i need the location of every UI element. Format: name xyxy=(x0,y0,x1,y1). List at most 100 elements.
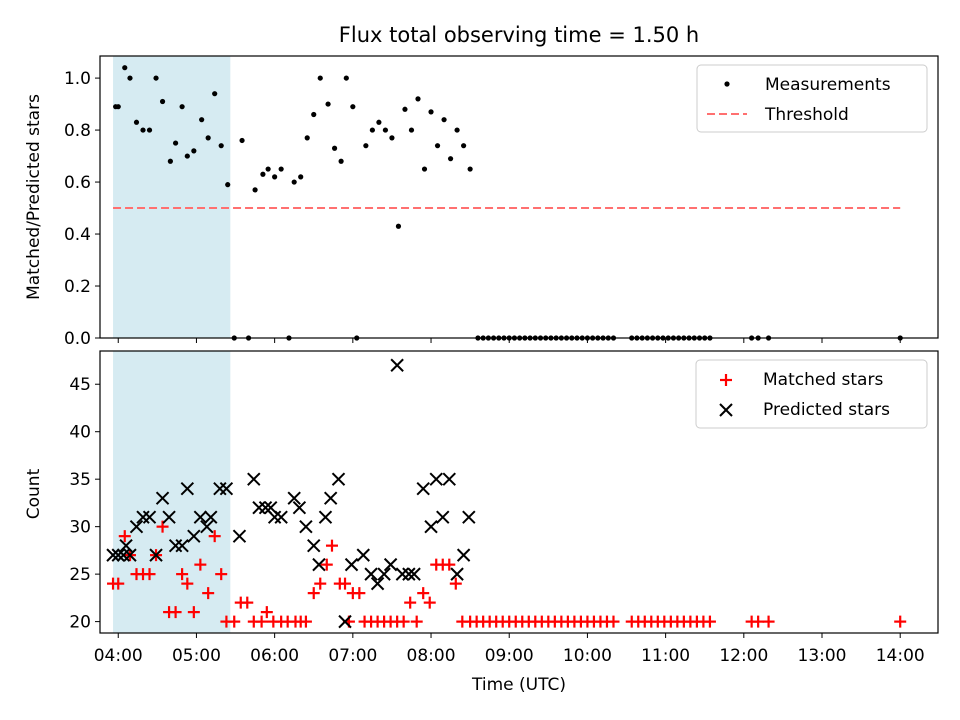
measurement-point xyxy=(304,135,310,141)
legend-matched-label: Matched stars xyxy=(763,370,883,390)
predicted-star-point xyxy=(267,510,282,524)
measurement-point xyxy=(212,91,218,97)
bottom-x-ticks: 04:00 05:00 06:00 07:00 08:00 09:00 10:00 11:00… xyxy=(94,633,925,666)
predicted-star-point xyxy=(395,567,410,581)
matched-star-point xyxy=(202,587,215,600)
x-tick-label: 06:00 xyxy=(250,646,299,666)
measurement-point xyxy=(441,117,447,123)
bottom-y-ticks: 20 25 30 35 40 45 xyxy=(69,375,100,633)
measurement-point xyxy=(127,75,133,81)
bottom-legend: Matched stars Predicted stars xyxy=(695,359,928,429)
matched-star-point xyxy=(176,568,189,581)
measurement-point xyxy=(395,223,402,229)
legend-predicted-label: Predicted stars xyxy=(763,400,890,420)
measurement-point xyxy=(447,156,454,162)
predicted-star-point xyxy=(287,491,301,505)
matched-star-point xyxy=(397,615,410,628)
measurement-point xyxy=(363,143,369,149)
measurement-point xyxy=(265,166,271,172)
predicted-star-point xyxy=(247,472,261,486)
matched-star-point xyxy=(423,596,436,609)
measurement-point xyxy=(172,140,179,146)
predicted-star-point xyxy=(168,538,183,553)
y-tick-label: 30 xyxy=(69,518,91,538)
predicted-star-point xyxy=(129,519,144,534)
measurement-point xyxy=(343,75,349,81)
matched-star-point xyxy=(169,606,182,619)
predicted-star-point xyxy=(252,500,266,515)
x-tick-label: 14:00 xyxy=(876,646,925,666)
matched-star-point xyxy=(894,615,907,628)
predicted-star-point xyxy=(323,491,338,505)
bottom-y-axis-label: Count xyxy=(24,468,44,519)
measurement-point xyxy=(184,153,190,159)
measurement-point xyxy=(115,104,121,110)
matched-star-point xyxy=(320,558,333,571)
measurement-point xyxy=(369,127,375,133)
y-tick-label: 25 xyxy=(69,565,91,585)
measurement-point xyxy=(408,127,415,133)
y-tick-label: 1.0 xyxy=(64,69,91,89)
top-legend-box xyxy=(696,64,928,133)
measurement-point xyxy=(272,174,278,180)
predicted-star-point xyxy=(331,472,346,486)
matched-star-point xyxy=(762,615,775,628)
x-tick-label: 10:00 xyxy=(563,646,612,666)
predicted-star-point xyxy=(424,519,438,534)
measurement-point xyxy=(159,98,166,105)
matched-star-point xyxy=(353,587,366,600)
x-tick-label: 08:00 xyxy=(407,646,456,666)
measurement-point xyxy=(179,104,185,110)
measurement-point xyxy=(122,65,128,71)
x-tick-label: 12:00 xyxy=(719,646,768,666)
legend-measurements-label: Measurements xyxy=(765,75,891,95)
predicted-star-point xyxy=(462,510,476,524)
matched-star-point xyxy=(118,530,131,543)
y-tick-label: 0.4 xyxy=(64,225,91,245)
predicted-star-point xyxy=(213,481,227,496)
predicted-star-point xyxy=(312,557,326,572)
measurement-point xyxy=(434,143,441,149)
matched-star-point xyxy=(112,577,125,590)
y-tick-label: 0.6 xyxy=(64,173,91,193)
predicted-star-point xyxy=(442,472,456,486)
top-y-ticks: 0.0 0.2 0.4 0.6 0.8 1.0 xyxy=(64,69,100,349)
predicted-star-point xyxy=(232,529,247,543)
x-tick-label: 13:00 xyxy=(798,646,847,666)
bottom-shaded-region xyxy=(113,351,231,633)
top-legend: Measurements Threshold xyxy=(696,64,928,133)
matched-star-point xyxy=(255,615,268,628)
predicted-star-point xyxy=(456,548,471,562)
measurement-point xyxy=(350,104,356,110)
predicted-star-point xyxy=(416,481,430,496)
predicted-star-point xyxy=(450,567,464,581)
measurement-point xyxy=(325,101,331,107)
measurement-point xyxy=(260,171,266,177)
matched-star-point xyxy=(314,577,327,590)
legend-matched-marker xyxy=(720,374,732,386)
y-tick-label: 0.0 xyxy=(64,329,91,349)
measurement-point xyxy=(389,135,395,141)
measurement-point xyxy=(278,166,284,172)
x-tick-label: 07:00 xyxy=(328,646,377,666)
predicted-star-point xyxy=(180,481,195,496)
matched-star-point xyxy=(299,615,312,628)
predicted-star-point xyxy=(204,510,218,524)
x-tick-label: 04:00 xyxy=(94,646,143,666)
measurement-point xyxy=(402,106,408,112)
measurement-point xyxy=(133,119,140,125)
predicted-star-point xyxy=(187,529,201,543)
predicted-star-point xyxy=(390,358,404,372)
y-tick-label: 45 xyxy=(69,375,91,395)
predicted-star-point xyxy=(356,548,370,562)
matched-star-point xyxy=(410,615,423,628)
predicted-star-point xyxy=(119,538,133,553)
matched-star-point xyxy=(194,558,207,571)
top-shaded-region xyxy=(113,56,231,338)
matched-star-point xyxy=(339,577,352,590)
predicted-star-point xyxy=(344,557,359,572)
matched-star-point xyxy=(404,596,417,609)
predicted-star-point xyxy=(155,491,170,505)
measurement-point xyxy=(225,182,231,188)
